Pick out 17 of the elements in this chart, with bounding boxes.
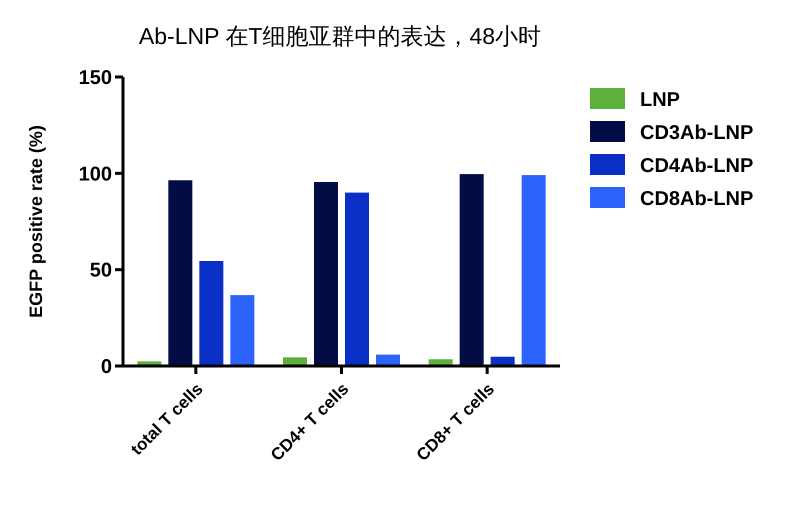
y-tick-label: 50 bbox=[90, 260, 112, 282]
y-tick-label: 100 bbox=[78, 163, 112, 186]
bar bbox=[460, 174, 484, 366]
bar bbox=[168, 180, 192, 366]
y-tick-label: 150 bbox=[78, 67, 112, 89]
legend-label: CD3Ab-LNP bbox=[640, 122, 754, 144]
chart-title: Ab-LNP 在T细胞亚群中的表达，48小时 bbox=[138, 23, 542, 49]
bar bbox=[230, 295, 254, 366]
bar bbox=[345, 192, 369, 366]
legend-label: LNP bbox=[640, 89, 680, 111]
legend-label: CD8Ab-LNP bbox=[640, 188, 754, 210]
legend-label: CD4Ab-LNP bbox=[640, 155, 754, 177]
bar bbox=[314, 182, 338, 366]
bar bbox=[199, 260, 224, 366]
y-axis-title: EGFP positive rate (%) bbox=[26, 125, 46, 318]
bar bbox=[522, 175, 546, 366]
y-tick-label: 0 bbox=[100, 356, 112, 378]
